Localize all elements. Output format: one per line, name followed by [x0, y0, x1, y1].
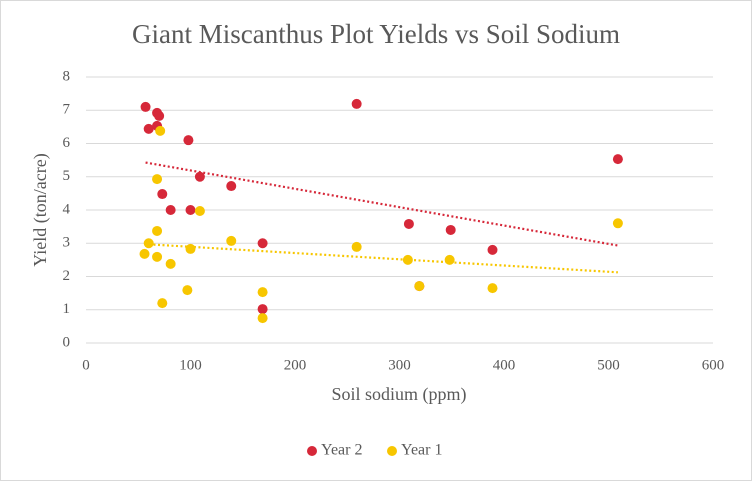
point	[165, 205, 176, 215]
point	[257, 287, 268, 298]
legend-marker	[387, 446, 397, 456]
point	[414, 281, 425, 292]
y-tick-label: 0	[63, 334, 71, 350]
y-tick-label: 7	[63, 102, 71, 118]
x-tick-label: 600	[702, 357, 725, 373]
point	[444, 254, 455, 265]
legend-label: Year 2	[321, 442, 362, 459]
point	[402, 254, 413, 265]
y-tick-label: 2	[63, 268, 71, 284]
chart-title: Giant Miscanthus Plot Yields vs Soil Sod…	[132, 19, 620, 49]
x-tick-label: 100	[179, 357, 202, 373]
point	[487, 244, 498, 255]
x-tick-label: 500	[597, 357, 620, 373]
legend-label: Year 1	[401, 442, 442, 459]
point	[351, 98, 362, 109]
point	[143, 238, 154, 249]
y-axis-label: Yield (ton/acre)	[30, 153, 51, 266]
point	[140, 101, 151, 112]
point	[157, 189, 168, 200]
point	[165, 258, 176, 269]
point	[139, 248, 150, 259]
x-tick-label: 0	[82, 357, 90, 373]
point	[143, 123, 154, 134]
point	[257, 313, 268, 324]
point	[351, 241, 362, 252]
point	[185, 243, 196, 254]
point	[612, 154, 623, 165]
point	[403, 218, 414, 229]
point	[226, 235, 237, 246]
point	[157, 298, 168, 309]
point	[152, 251, 163, 262]
y-tick-label: 5	[63, 168, 71, 184]
x-axis-label: Soil sodium (ppm)	[331, 384, 466, 405]
point	[183, 135, 194, 146]
trendline	[145, 161, 619, 247]
point	[194, 171, 205, 182]
point	[152, 174, 163, 185]
y-tick-label: 3	[63, 235, 71, 251]
point	[155, 125, 166, 136]
x-tick-label: 300	[388, 357, 411, 373]
point	[445, 224, 456, 235]
legend-marker	[307, 446, 317, 456]
y-tick-label: 1	[63, 301, 71, 317]
y-tick-label: 6	[63, 135, 71, 151]
point	[257, 304, 268, 315]
y-tick-label: 4	[63, 201, 71, 217]
point	[194, 205, 205, 216]
point	[185, 205, 196, 215]
point	[152, 225, 163, 236]
point	[257, 238, 268, 249]
x-tick-label: 400	[493, 357, 516, 373]
point	[154, 110, 165, 121]
point	[612, 218, 623, 229]
y-tick-label: 8	[63, 68, 71, 84]
point	[182, 285, 193, 296]
x-tick-label: 200	[284, 357, 307, 373]
point	[487, 283, 498, 294]
point	[226, 181, 237, 192]
